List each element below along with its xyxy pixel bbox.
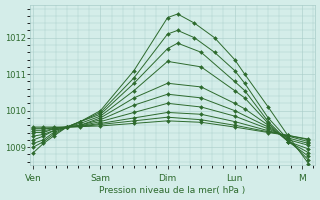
X-axis label: Pression niveau de la mer( hPa ): Pression niveau de la mer( hPa ) <box>100 186 246 195</box>
